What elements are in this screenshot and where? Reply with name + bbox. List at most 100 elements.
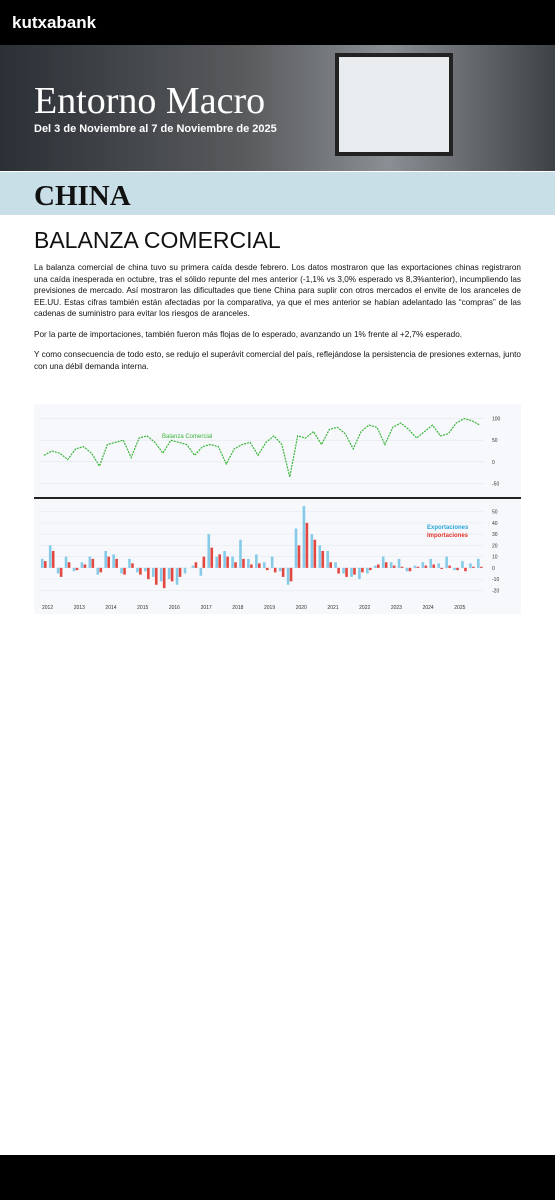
imports-bar [361,567,364,573]
section-band: CHINA [0,172,555,215]
imports-bar [194,562,198,568]
banner-title: Entorno Macro [34,80,266,122]
exports-bar [151,567,155,577]
top-bar: kutxabank [0,0,555,45]
imports-bar [115,558,118,568]
exports-bar [413,565,417,568]
imports-bar [480,566,483,568]
imports-bar [154,567,158,585]
logo[interactable]: kutxabank [12,13,97,32]
exports-bar [215,556,218,568]
imports-bar [226,556,229,568]
paragraph: Por la parte de importaciones, también f… [34,329,463,339]
paragraph: La balanza comercial de china tuvo su pr… [34,263,521,318]
imports-bar [107,556,110,568]
exports-bar [40,558,44,568]
exports-bar [350,567,353,577]
exports-bar [286,567,290,585]
balance-line [43,417,481,478]
exports-bar [255,554,258,568]
x-tick-label: 2015 [137,605,148,611]
exports-bar [326,551,329,568]
exports-bar [405,567,409,572]
y-tick-label: -50 [492,481,499,487]
exports-bar [96,567,100,575]
imports-bar [345,567,348,577]
imports-bar [281,567,285,577]
exports-bar [128,558,131,568]
legend-imports: Importaciones [427,533,469,539]
imports-bar [234,562,237,568]
imports-bar [448,565,451,568]
body-text: La balanza comercial de china tuvo su pr… [34,262,521,381]
imports-bar [408,567,412,572]
imports-bar [464,567,467,572]
imports-bar [250,564,253,568]
banner-subtitle: Del 3 de Noviembre al 7 de Noviembre de … [34,123,277,135]
heading: BALANZA COMERCIAL [34,227,281,253]
imports-bar [289,567,293,582]
imports-bar [472,566,475,568]
x-tick-label: 2018 [232,605,243,611]
exports-bar [183,567,187,574]
y-tick-label: 100 [492,417,501,423]
exports-bar [231,556,234,568]
exports-bar [421,562,425,568]
exports-bar [310,534,314,568]
exports-bar [397,558,401,568]
imports-bar [424,565,428,568]
exports-bar [56,567,60,574]
exports-bar [469,563,472,568]
imports-bar [313,539,317,568]
imports-bar [147,567,150,580]
y-tick-label: 30 [492,532,498,538]
imports-bar [202,556,206,568]
chart: -50 0 50 100 Balanza Comercial -20 -10 0 10 20 30 4… [34,404,521,614]
imports-bar [273,567,277,573]
exports-bar [247,558,250,568]
imports-bar [178,567,182,577]
imports-bar [369,567,372,571]
imports-bar [99,567,103,573]
exports-bar [112,554,115,568]
x-tick-label: 2021 [327,605,338,611]
y-tick-label: 0 [492,460,495,466]
x-tick-label: 2024 [423,605,434,611]
exports-bar [445,556,448,568]
legend-balance: Balanza Comercial [162,434,212,440]
exports-bar [358,567,361,580]
monitor-image [335,53,453,156]
exports-bar [175,567,179,585]
exports-bar [262,562,266,568]
imports-bar [139,567,142,575]
exports-bar [223,551,226,568]
imports-bar [242,558,245,568]
x-tick-label: 2016 [169,605,180,611]
banner: Entorno Macro Del 3 de Noviembre al 7 de… [0,45,555,171]
exports-bar [461,561,464,568]
imports-bar [258,563,261,568]
exports-bar [167,567,171,580]
exports-bar [199,567,203,576]
exports-bar [278,567,282,572]
x-tick-label: 2017 [201,605,212,611]
x-tick-label: 2019 [264,605,275,611]
imports-bar [353,567,356,575]
imports-bar [376,564,380,568]
imports-bar [321,551,325,568]
exports-bar [239,539,242,568]
exports-bar [302,506,306,568]
imports-bar [392,565,396,568]
imports-bar [67,562,71,568]
imports-bar [416,566,420,568]
y-tick-label: 40 [492,521,498,527]
exports-bar [136,567,139,573]
imports-bar [218,554,221,568]
exports-bar [270,556,274,568]
exports-bar [159,567,163,582]
x-tick-label: 2013 [74,605,85,611]
exports-bar [294,528,298,568]
exports-bar [120,567,123,574]
y-tick-label: 10 [492,555,498,561]
y-tick-label: 20 [492,543,498,549]
